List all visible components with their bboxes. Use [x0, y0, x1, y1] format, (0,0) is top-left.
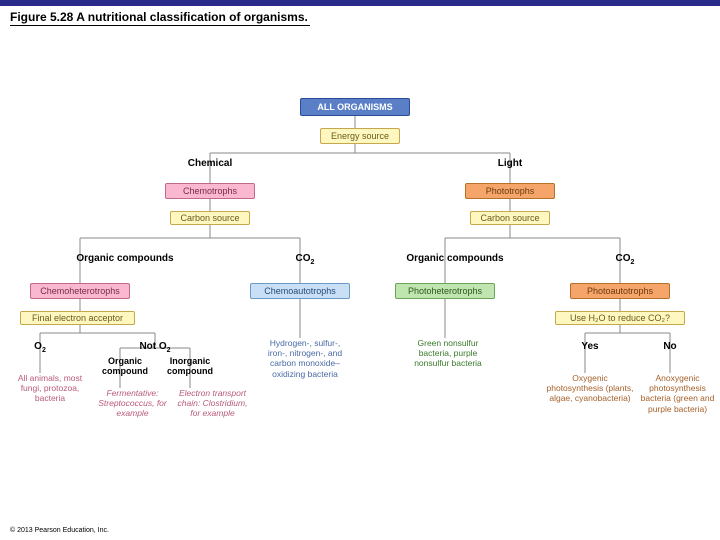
figure-title: Figure 5.28 A nutritional classification…: [10, 10, 710, 24]
label-inorgcomp: Inorganic compound: [160, 356, 220, 376]
box-cha: Chemoautotrophs: [250, 283, 350, 299]
label-o2: O2: [30, 341, 50, 354]
label-chemical: Chemical: [180, 158, 240, 169]
note-oxy: Oxygenic photosynthesis (plants, algae, …: [545, 373, 635, 404]
box-phh: Photoheterotrophs: [395, 283, 495, 299]
label-light: Light: [490, 158, 530, 169]
note-etc: Electron transport chain: Clostridium, f…: [175, 388, 250, 419]
box-photo: Phototrophs: [465, 183, 555, 199]
note-animals: All animals, most fungi, protozoa, bacte…: [15, 373, 85, 404]
label-co2R: CO2: [610, 253, 640, 266]
label-co2L: CO2: [290, 253, 320, 266]
box-pha: Photoautotrophs: [570, 283, 670, 299]
box-chemo: Chemotrophs: [165, 183, 255, 199]
box-root: ALL ORGANISMS: [300, 98, 410, 116]
copyright-footer: © 2013 Pearson Education, Inc.: [10, 527, 109, 534]
label-yes: Yes: [575, 341, 605, 352]
label-no: No: [660, 341, 680, 352]
box-chh: Chemoheterotrophs: [30, 283, 130, 299]
title-area: Figure 5.28 A nutritional classification…: [0, 6, 720, 28]
box-carbonL: Carbon source: [170, 211, 250, 225]
label-orgR: Organic compounds: [395, 253, 515, 264]
label-orgcomp: Organic compound: [95, 356, 155, 376]
note-green: Green nonsulfur bacteria, purple nonsulf…: [403, 338, 493, 369]
label-noto2: Not O2: [130, 341, 180, 354]
note-hydrogen: Hydrogen-, sulfur-, iron-, nitrogen-, an…: [260, 338, 350, 379]
note-ferm: Fermentative: Streptococcus, for example: [95, 388, 170, 419]
label-orgL: Organic compounds: [65, 253, 185, 264]
note-anoxy: Anoxygenic photosynthesis bacteria (gree…: [640, 373, 715, 414]
box-carbonR: Carbon source: [470, 211, 550, 225]
title-underline: [10, 25, 310, 26]
box-energy: Energy source: [320, 128, 400, 144]
box-h2o: Use H₂O to reduce CO₂?: [555, 311, 685, 325]
box-fea: Final electron acceptor: [20, 311, 135, 325]
diagram-canvas: ALL ORGANISMS Energy source Chemotrophs Pho…: [0, 28, 720, 508]
